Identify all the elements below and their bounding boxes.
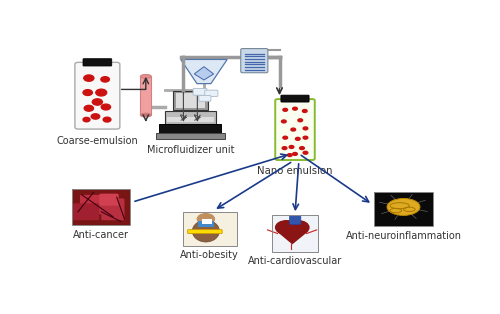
Circle shape — [303, 127, 308, 130]
Circle shape — [198, 214, 214, 224]
Circle shape — [101, 77, 110, 82]
Circle shape — [92, 99, 102, 105]
Circle shape — [287, 221, 309, 234]
Circle shape — [303, 136, 308, 139]
FancyBboxPatch shape — [75, 62, 120, 129]
FancyBboxPatch shape — [80, 195, 115, 214]
Circle shape — [283, 136, 288, 139]
FancyBboxPatch shape — [72, 203, 100, 220]
FancyBboxPatch shape — [188, 230, 222, 234]
Circle shape — [84, 106, 94, 111]
FancyBboxPatch shape — [156, 133, 226, 139]
FancyBboxPatch shape — [167, 117, 214, 122]
Circle shape — [83, 90, 92, 95]
Circle shape — [282, 147, 287, 149]
FancyBboxPatch shape — [202, 219, 211, 224]
FancyBboxPatch shape — [199, 95, 211, 101]
FancyBboxPatch shape — [272, 215, 318, 252]
FancyBboxPatch shape — [290, 216, 301, 224]
Circle shape — [296, 138, 300, 140]
Text: Anti-cancer: Anti-cancer — [73, 230, 129, 240]
FancyBboxPatch shape — [173, 91, 208, 110]
Ellipse shape — [192, 220, 220, 242]
Circle shape — [303, 151, 308, 154]
FancyBboxPatch shape — [241, 49, 268, 73]
Polygon shape — [276, 231, 308, 244]
FancyBboxPatch shape — [204, 90, 218, 96]
FancyBboxPatch shape — [72, 189, 130, 225]
FancyBboxPatch shape — [374, 192, 432, 226]
Ellipse shape — [387, 198, 420, 215]
Ellipse shape — [140, 113, 151, 117]
FancyBboxPatch shape — [83, 59, 112, 66]
Circle shape — [298, 119, 302, 122]
Circle shape — [84, 75, 94, 81]
Circle shape — [103, 117, 111, 122]
Circle shape — [83, 117, 90, 122]
FancyBboxPatch shape — [275, 99, 315, 160]
FancyBboxPatch shape — [182, 212, 237, 246]
Circle shape — [282, 120, 286, 123]
FancyBboxPatch shape — [160, 123, 222, 133]
Polygon shape — [180, 59, 227, 84]
Ellipse shape — [140, 74, 151, 78]
Circle shape — [292, 153, 298, 155]
Circle shape — [91, 114, 100, 119]
FancyBboxPatch shape — [100, 194, 118, 206]
FancyBboxPatch shape — [198, 221, 214, 227]
Circle shape — [283, 108, 288, 111]
Circle shape — [288, 154, 292, 157]
Circle shape — [276, 221, 297, 234]
FancyBboxPatch shape — [101, 198, 124, 220]
Circle shape — [101, 104, 110, 110]
FancyBboxPatch shape — [281, 95, 309, 102]
Circle shape — [289, 145, 294, 149]
Circle shape — [292, 107, 298, 110]
Text: Anti-cardiovascular: Anti-cardiovascular — [248, 257, 342, 267]
Text: Coarse-emulsion: Coarse-emulsion — [56, 136, 138, 146]
Text: Anti-obesity: Anti-obesity — [180, 251, 239, 260]
Text: Anti-neuroinflammation: Anti-neuroinflammation — [346, 231, 462, 241]
FancyBboxPatch shape — [165, 111, 216, 123]
FancyBboxPatch shape — [140, 76, 151, 115]
Circle shape — [96, 89, 106, 96]
Circle shape — [291, 128, 296, 131]
FancyBboxPatch shape — [176, 93, 204, 108]
FancyBboxPatch shape — [193, 89, 207, 95]
Polygon shape — [194, 67, 214, 80]
Text: Nano emulsion: Nano emulsion — [257, 166, 333, 176]
Text: Microfluidizer unit: Microfluidizer unit — [146, 145, 234, 155]
Circle shape — [302, 110, 307, 112]
Circle shape — [300, 147, 304, 149]
